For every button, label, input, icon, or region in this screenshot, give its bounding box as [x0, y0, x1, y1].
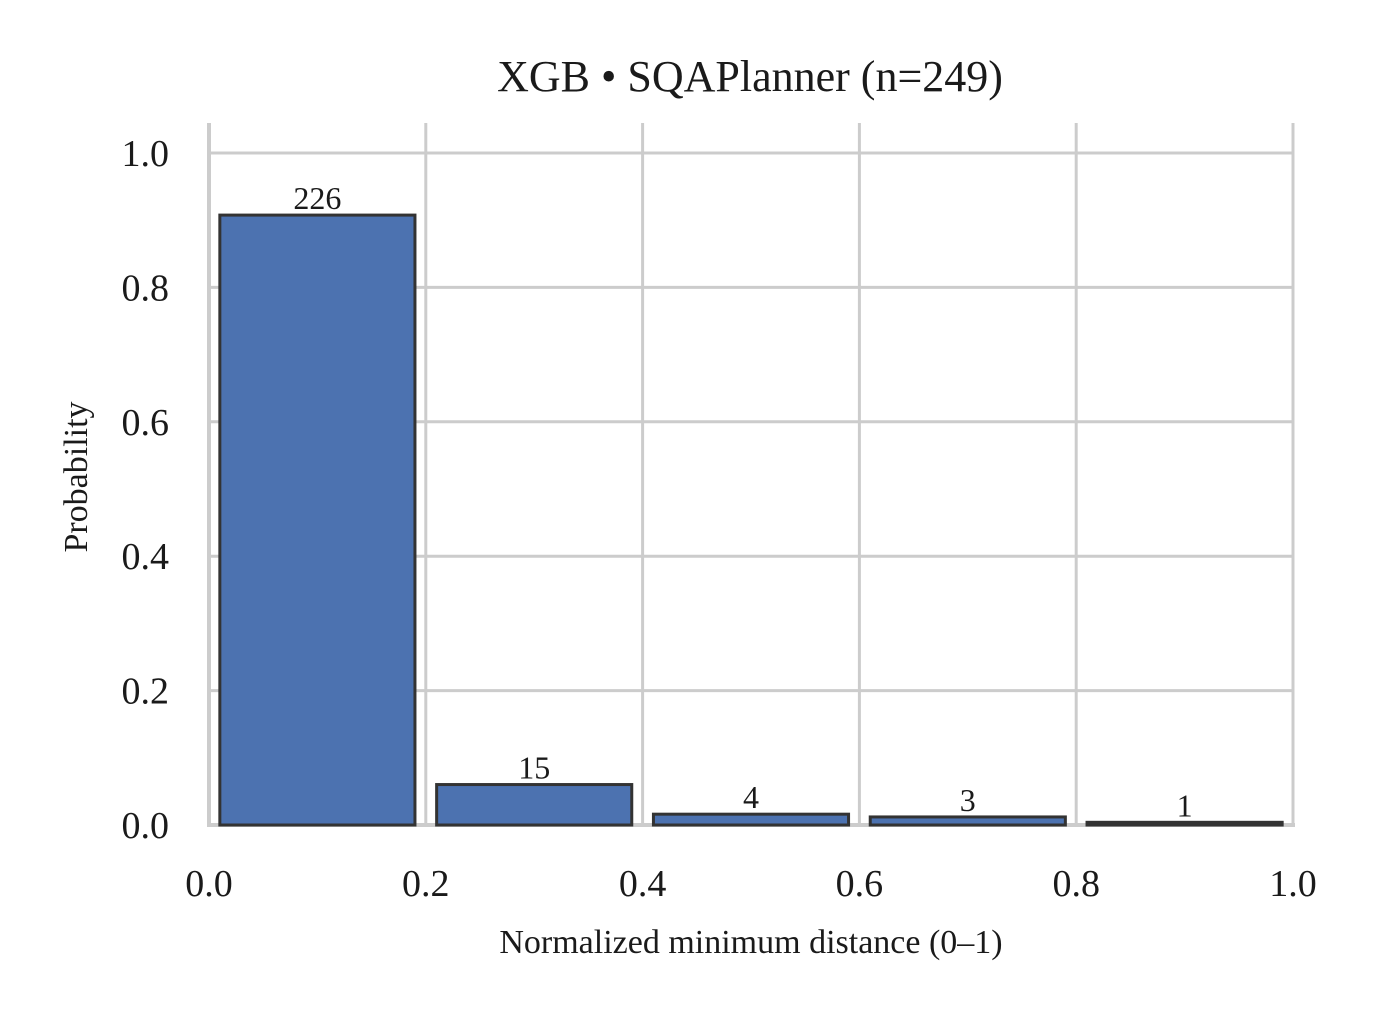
bar-count-label: 15 [518, 750, 550, 786]
bar-count-label: 1 [1177, 787, 1193, 823]
x-tick-label: 0.4 [619, 863, 667, 905]
histogram-bar [435, 783, 634, 827]
x-tick-label: 0.0 [185, 863, 233, 905]
y-tick-labels: 0.0 0.2 0.4 0.6 0.8 1.0 [122, 133, 170, 847]
bar-count-label: 3 [960, 782, 976, 818]
x-tick-label: 0.8 [1052, 863, 1100, 905]
bar-count-label: 4 [743, 779, 759, 815]
y-tick-label: 0.8 [122, 267, 170, 309]
y-axis-label: Probability [58, 401, 95, 552]
y-tick-label: 0.2 [122, 671, 170, 713]
bars [218, 213, 1284, 827]
histogram-bar [1085, 820, 1284, 827]
bar-count-labels: 226 15 4 3 1 [293, 180, 1192, 823]
x-tick-label: 0.2 [402, 863, 450, 905]
x-tick-label: 1.0 [1269, 863, 1317, 905]
bar-count-label: 226 [293, 180, 341, 216]
chart-title: XGB • SQAPlanner (n=249) [497, 52, 1003, 101]
histogram-bar [868, 815, 1067, 827]
histogram-bar [651, 812, 851, 827]
y-tick-label: 0.4 [122, 536, 170, 578]
histogram-bar [218, 213, 417, 827]
x-tick-label: 0.6 [836, 863, 884, 905]
y-tick-label: 1.0 [122, 133, 170, 175]
y-tick-label: 0.6 [122, 402, 170, 444]
x-tick-labels: 0.0 0.2 0.4 0.6 0.8 1.0 [185, 863, 1317, 905]
x-axis-label: Normalized minimum distance (0–1) [499, 924, 1002, 961]
y-tick-label: 0.0 [122, 805, 170, 847]
